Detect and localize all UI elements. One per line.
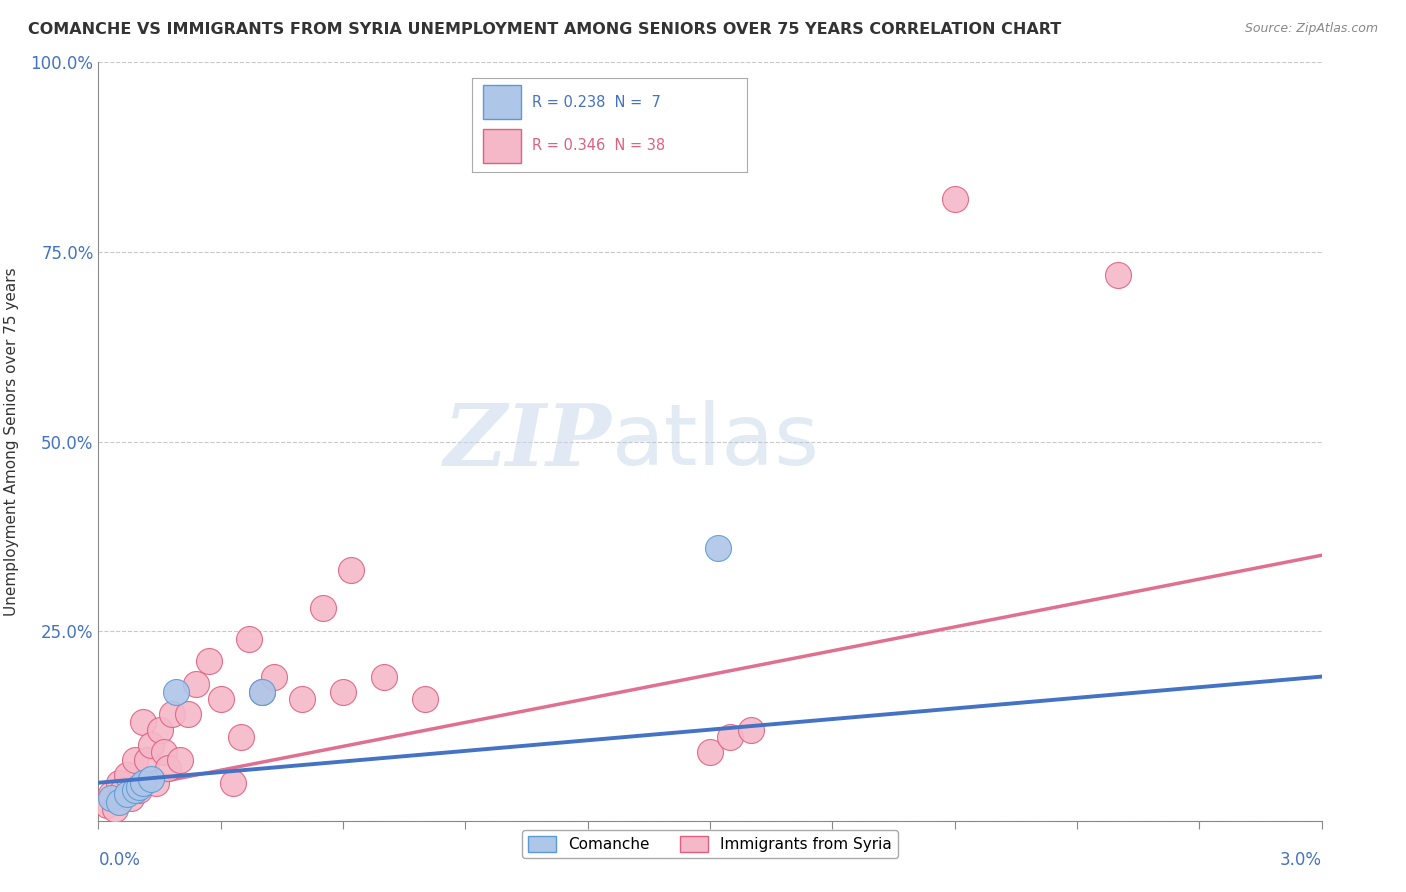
Point: [177, 707, 200, 722]
Point: [250, 685, 273, 699]
Point: [115, 768, 138, 782]
Point: [718, 730, 742, 744]
Point: [209, 692, 232, 706]
Point: [96, 798, 118, 813]
Text: ZIP: ZIP: [444, 400, 612, 483]
Point: [263, 669, 285, 683]
Point: [740, 723, 762, 737]
Point: [186, 677, 208, 691]
Point: [160, 707, 183, 722]
Point: [340, 564, 363, 578]
Text: 3.0%: 3.0%: [1279, 851, 1322, 869]
Point: [136, 753, 159, 767]
Point: [132, 715, 155, 730]
Point: [250, 685, 273, 699]
Point: [222, 776, 245, 790]
Point: [108, 776, 131, 790]
Point: [128, 780, 150, 794]
Point: [108, 795, 131, 809]
Point: [291, 692, 314, 706]
Text: COMANCHE VS IMMIGRANTS FROM SYRIA UNEMPLOYMENT AMONG SENIORS OVER 75 YEARS CORRE: COMANCHE VS IMMIGRANTS FROM SYRIA UNEMPL…: [28, 22, 1062, 37]
Point: [373, 669, 395, 683]
Point: [124, 783, 146, 797]
Point: [169, 753, 191, 767]
Point: [141, 772, 163, 786]
Point: [141, 738, 163, 752]
Point: [111, 783, 134, 797]
Point: [943, 192, 966, 206]
Point: [145, 776, 167, 790]
Point: [100, 787, 122, 801]
Point: [197, 655, 219, 669]
Legend: Comanche, Immigrants from Syria: Comanche, Immigrants from Syria: [522, 830, 898, 858]
Point: [707, 541, 730, 555]
Point: [149, 723, 172, 737]
Point: [128, 783, 150, 797]
Point: [100, 791, 122, 805]
Text: atlas: atlas: [612, 400, 820, 483]
Point: [124, 753, 146, 767]
Point: [413, 692, 436, 706]
Point: [115, 787, 138, 801]
Point: [332, 685, 354, 699]
Point: [229, 730, 253, 744]
Point: [120, 791, 142, 805]
Point: [152, 746, 174, 760]
Text: Source: ZipAtlas.com: Source: ZipAtlas.com: [1244, 22, 1378, 36]
Point: [132, 776, 155, 790]
Y-axis label: Unemployment Among Seniors over 75 years: Unemployment Among Seniors over 75 years: [4, 268, 20, 615]
Point: [104, 802, 127, 816]
Point: [165, 685, 187, 699]
Point: [311, 601, 335, 615]
Point: [238, 632, 260, 646]
Point: [699, 746, 721, 760]
Text: 0.0%: 0.0%: [98, 851, 141, 869]
Point: [156, 760, 179, 774]
Point: [1107, 268, 1129, 282]
